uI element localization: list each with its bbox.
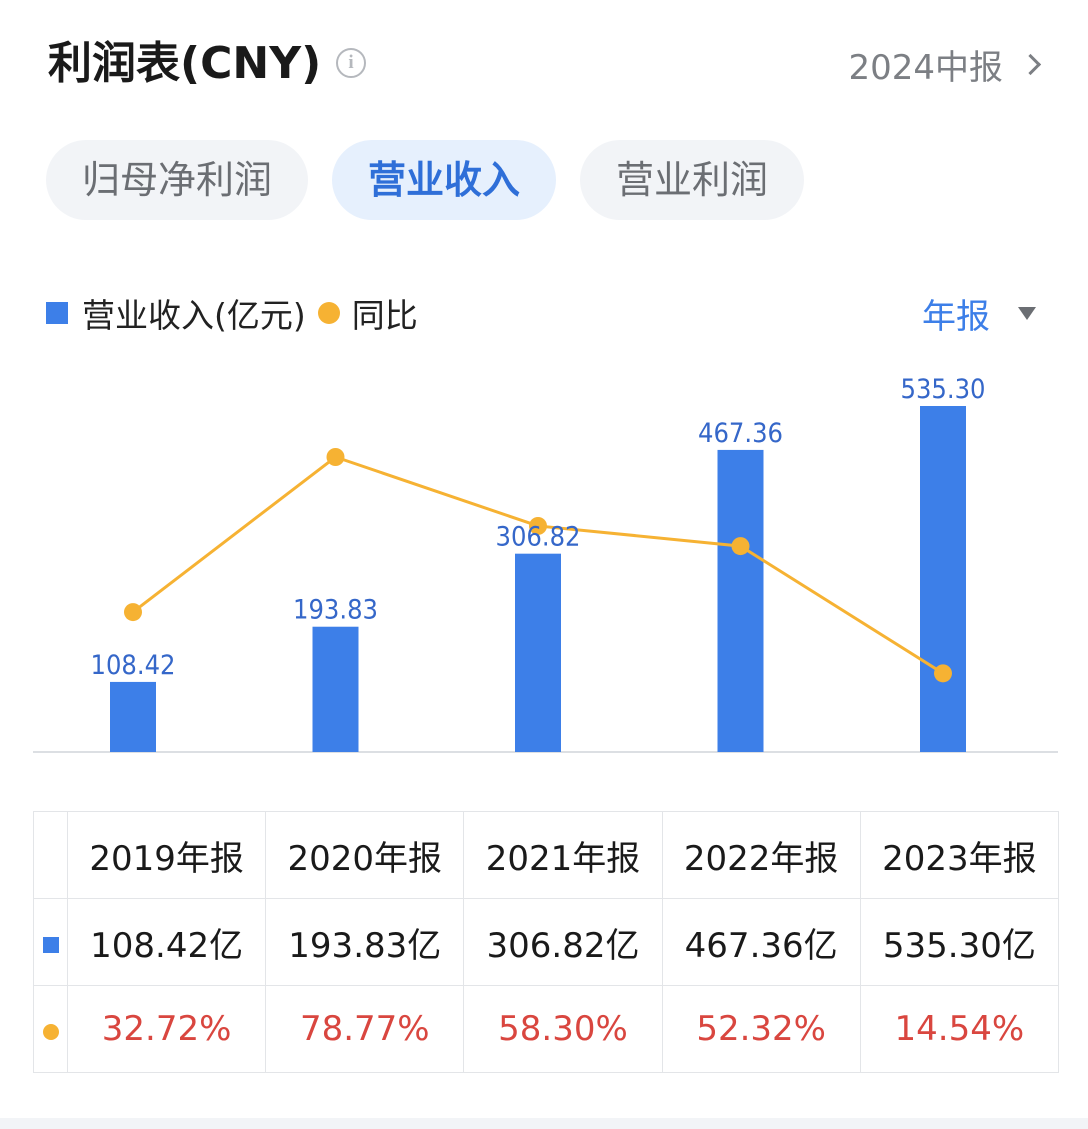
table-header-cell: 2020年报 [265,811,465,899]
metric-tabs: 归母净利润 营业收入 营业利润 [46,140,828,220]
yoy-point-2021年报 [529,516,547,535]
bar-value-labels: 108.42 193.83 306.82 467.36 535.30 [91,374,986,681]
line-legend-label: 同比 [351,296,418,335]
table-cell: 78.77% [265,985,465,1073]
table-cell: 32.72% [66,985,267,1073]
line-legend-marker [317,302,340,324]
table-header-cell: 2022年报 [661,811,861,899]
tab-operating-profit[interactable]: 营业利润 [580,140,805,220]
revenue-chart: 108.42 193.83 306.82 467.36 535.30 [33,374,1058,753]
bar-legend-marker [46,302,68,324]
period-label: 2024中报 [848,47,1003,88]
report-type-dropdown[interactable]: 年报 [922,290,1036,337]
header: 利润表(CNY) i 2024中报 [48,34,1048,94]
bar-value-label: 108.42 [91,650,176,681]
table-cell: 14.54% [859,985,1060,1073]
yoy-point-2022年报 [731,537,750,556]
revenue-row-marker [42,937,59,953]
yoy-point-2019年报 [124,603,142,622]
yoy-point-2020年报 [326,448,345,466]
bar-2019年报 [110,681,156,752]
page-title: 利润表(CNY) [48,38,322,89]
table-cell: 58.30% [463,985,663,1073]
footer-strip [0,1118,1088,1129]
table-cell: 535.30亿 [859,898,1060,986]
bar-2022年报 [717,449,764,752]
table-row-yoy: 32.72% 78.77% 58.30% 52.32% 14.54% [33,985,1060,1073]
table-row-revenue: 108.42亿 193.83亿 306.82亿 467.36亿 535.30亿 [33,898,1060,986]
table-header-cell: 2023年报 [859,811,1060,899]
bar-series [110,406,966,752]
table-cell: 108.42亿 [66,898,267,986]
period-selector[interactable]: 2024中报 [848,34,1048,94]
report-type-label: 年报 [922,296,990,337]
bar-value-label: 306.82 [496,522,581,553]
bar-2021年报 [515,553,561,752]
caret-down-icon [1018,306,1036,320]
table-header-cell: 2021年报 [463,811,663,899]
table-cell: 467.36亿 [661,898,861,986]
yoy-row-marker [42,1024,59,1040]
chart-legend: 营业收入(亿元) 同比 [46,290,418,336]
table-cell: 193.83亿 [265,898,465,986]
tab-net-profit[interactable]: 归母净利润 [46,140,309,220]
chevron-right-icon [1019,53,1042,75]
info-icon[interactable]: i [336,48,366,78]
bar-legend-label: 营业收入(亿元) [82,296,306,335]
tab-revenue[interactable]: 营业收入 [332,140,557,220]
bar-2023年报 [920,406,966,752]
bar-value-label: 467.36 [698,418,783,449]
table-cell: 306.82亿 [463,898,663,986]
yoy-points [124,448,952,683]
table-header-cell: 2019年报 [66,811,267,899]
bar-value-label: 535.30 [901,374,986,405]
data-table: 2019年报 2020年报 2021年报 2022年报 2023年报 108.4… [33,811,1060,1073]
yoy-point-2023年报 [934,664,952,683]
bar-2020年报 [312,626,359,752]
bar-value-label: 193.83 [293,595,378,626]
table-header-row: 2019年报 2020年报 2021年报 2022年报 2023年报 [33,811,1060,899]
table-cell: 52.32% [661,985,861,1073]
